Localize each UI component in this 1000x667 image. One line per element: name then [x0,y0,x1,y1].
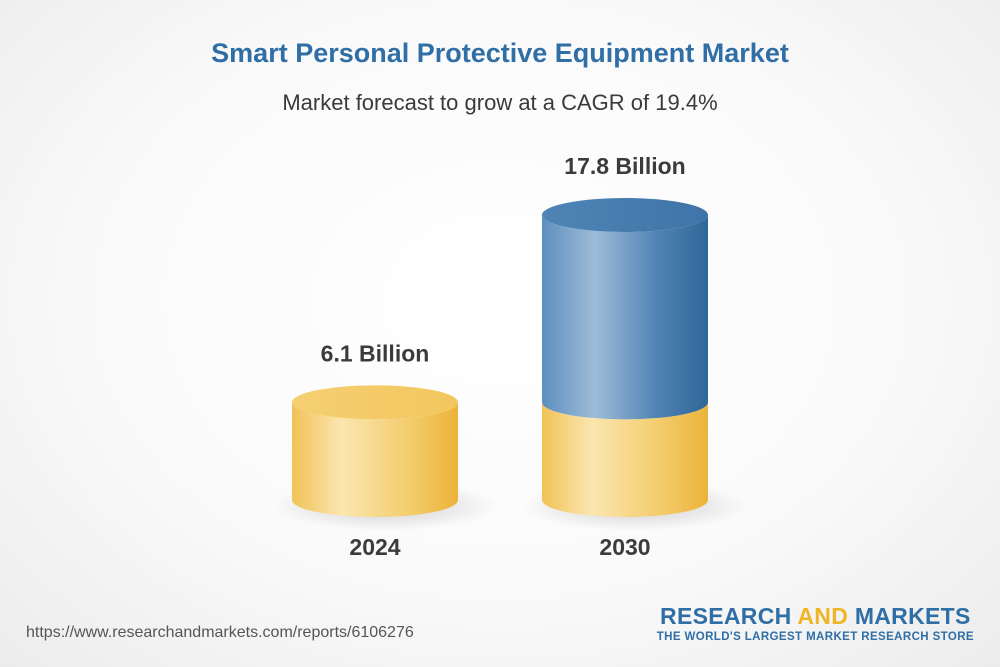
brand-word-research: RESEARCH [660,603,792,629]
chart-title: Smart Personal Protective Equipment Mark… [211,38,789,68]
bar-top-2030 [542,198,708,232]
value-label-2024: 6.1 Billion [321,340,430,366]
bar-top-2024 [292,385,458,420]
brand-word-markets: MARKETS [854,603,971,629]
bar-growth-segment-2030 [542,215,708,420]
chart-subtitle: Market forecast to grow at a CAGR of 19.… [282,90,718,115]
brand-logo[interactable]: RESEARCH AND MARKETS THE WORLD'S LARGEST… [657,603,974,643]
brand-word-and: AND [797,603,849,629]
brand-tagline: THE WORLD'S LARGEST MARKET RESEARCH STOR… [656,631,974,643]
bar-2024 [292,402,458,517]
category-label-2024: 2024 [349,534,400,560]
category-label-2030: 2030 [599,534,650,560]
source-url[interactable]: https://www.researchandmarkets.com/repor… [26,624,414,641]
brand-name: RESEARCH AND MARKETS [657,603,974,630]
value-label-2030: 17.8 Billion [564,153,685,179]
bar-base-segment-2030 [542,402,708,517]
